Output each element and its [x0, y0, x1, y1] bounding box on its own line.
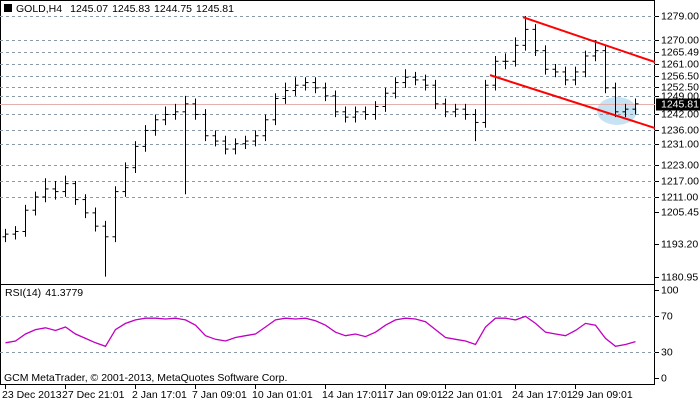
header-icon	[4, 4, 12, 12]
y-tick-label: 1261.00	[661, 58, 699, 70]
x-tick-label: 27 Dec 21:01	[62, 389, 125, 401]
rsi-line	[5, 315, 636, 348]
header-value: 1245.07	[70, 3, 108, 15]
y-tick-label: 1211.00	[661, 191, 698, 203]
x-tick-label: 17 Jan 09:01	[382, 389, 443, 401]
y-tick-label: 1236.00	[661, 124, 699, 136]
y-tick-label: 30	[661, 346, 673, 358]
x-tick-label: 2 Jan 17:01	[132, 389, 187, 401]
y-tick-label: 1270.00	[661, 34, 699, 46]
rsi-header: RSI(14) 41.3779	[5, 287, 83, 299]
x-tick-label: 22 Jan 01:01	[442, 389, 503, 401]
y-tick-label: 1180.95	[661, 271, 698, 283]
y-tick-label: 1231.00	[661, 138, 699, 150]
x-tick-label: 23 Dec 2013	[2, 389, 62, 401]
x-tick-label: 10 Jan 01:01	[252, 389, 313, 401]
header-value: 1244.75	[154, 3, 192, 15]
y-tick-label: 100	[661, 284, 679, 296]
trendline	[522, 16, 656, 64]
x-tick-label: 14 Jan 17:01	[322, 389, 383, 401]
x-tick-label: 24 Jan 17:01	[512, 389, 573, 401]
y-tick-label: 1223.00	[661, 159, 699, 171]
y-tick-label: 1217.00	[661, 175, 699, 187]
price-tag	[656, 98, 700, 111]
y-tick-label: 1279.00	[661, 10, 699, 22]
header-value: 1245.83	[112, 3, 150, 15]
rsi-value: 41.3779	[45, 287, 83, 299]
y-tick-label: 1242.00	[661, 108, 699, 120]
y-tick-label: 1193.20	[661, 238, 698, 250]
y-tick-label: 1205.45	[661, 206, 699, 218]
rsi-title: RSI(14)	[5, 287, 41, 299]
x-tick-label: 7 Jan 09:01	[192, 389, 247, 401]
trendline	[489, 74, 656, 129]
price-tag-label: 1245.81	[661, 98, 699, 110]
footer: GCM MetaTrader, © 2001-2013, MetaQuotes …	[4, 372, 287, 384]
y-tick-label: 70	[661, 310, 673, 322]
x-tick-label: 29 Jan 09:01	[572, 389, 633, 401]
y-tick-label: 1265.49	[661, 46, 699, 58]
header-value: 1245.81	[196, 3, 234, 15]
symbol: GOLD,H4	[16, 3, 62, 15]
y-tick-label: 1252.50	[661, 81, 699, 93]
y-tick-label: 1256.50	[661, 70, 699, 82]
y-tick-label: 0	[661, 372, 667, 384]
chart-header: GOLD,H4 1245.07 1245.83 1244.75 1245.81	[16, 3, 234, 15]
